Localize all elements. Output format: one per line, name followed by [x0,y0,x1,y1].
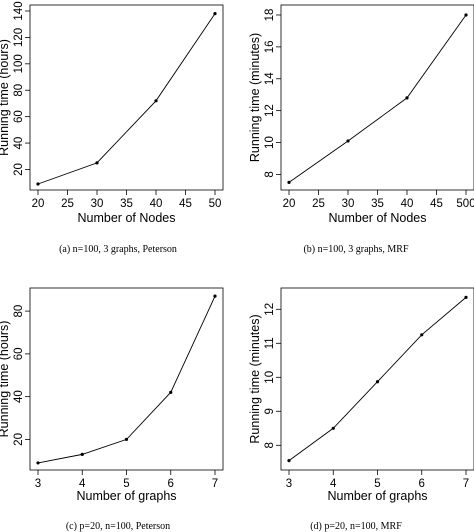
data-point [405,96,409,100]
x-tick-label: 35 [120,198,133,210]
x-tick-label: 35 [371,198,384,210]
x-tick-label: 3 [286,478,292,490]
data-point [346,139,350,143]
data-point [80,452,84,456]
data-point [375,380,380,384]
x-tick-label: 5 [374,478,380,490]
x-tick-label: 20 [32,198,45,210]
series-line [288,14,467,183]
x-tick-label: 5 [123,478,129,490]
y-tick-label: 80 [13,84,25,97]
x-axis-label: Number of Nodes [78,211,176,225]
y-axis-label: Running time (hours) [0,321,11,438]
y-tick-label: 8 [264,171,276,177]
y-tick-label: 100 [13,54,25,73]
x-axis-label: Number of graphs [76,489,176,503]
x-tick-label: 25 [61,198,74,210]
x-tick-label: 6 [168,478,174,490]
y-axis-label: Running time (minutes) [248,33,262,162]
chart-panel-1: 20 25 30 35 40 45 500 8 10 12 14 16 18 Number of Node… [248,4,474,255]
y-tick-label: 140 [13,1,25,20]
chart-panel-0: 20 25 30 35 40 45 50 20 40 60 80 100 120 140 Number of… [0,1,224,255]
data-point [95,161,99,165]
chart-panel-3: 3 4 5 6 7 8 9 10 11 12 Number of graphs Running tim… [248,287,474,532]
y-tick-label: 14 [264,72,276,85]
x-tick-label: 4 [79,478,86,490]
x-tick-label: 30 [91,198,104,210]
x-tick-label: 6 [419,478,425,490]
data-point [124,437,129,442]
data-point [464,13,468,17]
x-tick-label: 7 [212,478,218,490]
y-tick-label: 10 [264,136,276,149]
data-point [154,99,158,103]
y-tick-label: 12 [264,104,276,117]
data-point [464,295,468,299]
y-tick-label: 20 [13,163,25,176]
chart-panel-2: 3 4 5 6 7 20 40 60 80 Number of graphs Running tim… [0,287,224,532]
y-tick-label: 20 [13,433,25,446]
y-axis-label: Running time (hours) [0,39,11,156]
y-axis-label: Running time (minutes) [248,314,262,443]
x-tick-label: 50 [209,198,222,210]
y-tick-label: 12 [264,303,276,316]
y-tick-label: 40 [13,137,25,150]
y-tick-label: 11 [264,337,276,349]
x-tick-label: 45 [430,198,443,210]
chart-caption: (c) p=20, n=100, Peterson [66,521,170,532]
y-tick-label: 60 [13,347,25,360]
x-tick-label: 40 [401,198,414,210]
y-tick-label: 80 [13,305,25,318]
series-line [37,13,216,185]
x-tick-label: 7 [463,478,469,490]
x-axis-label: Number of graphs [327,489,427,503]
data-point [287,180,291,185]
x-tick-label: 4 [330,478,337,490]
data-point [213,12,217,16]
y-tick-label: 40 [13,390,25,403]
y-tick-label: 9 [264,408,276,414]
data-point [331,426,335,430]
y-tick-label: 120 [13,28,25,47]
x-tick-label: 25 [312,198,325,210]
x-tick-label: 20 [283,198,296,210]
x-tick-label: 30 [342,198,355,210]
y-tick-label: 60 [13,110,25,123]
chart-caption: (a) n=100, 3 graphs, Peterson [59,244,177,255]
data-point [36,461,40,465]
y-tick-label: 8 [264,442,276,448]
x-tick-label: 500 [456,198,474,210]
x-axis-label: Number of Nodes [329,211,427,225]
y-tick-label: 18 [264,9,276,22]
plot-frame [29,4,224,191]
plot-frame [280,4,474,191]
chart-caption: (d) p=20, n=100, MRF [310,521,402,532]
chart-caption: (b) n=100, 3 graphs, MRF [303,244,409,255]
x-tick-label: 45 [179,198,192,210]
x-tick-label: 40 [150,198,163,210]
x-tick-label: 3 [35,478,41,490]
series-line [288,297,467,461]
data-point [169,390,173,394]
plot-frame [29,287,224,471]
data-point [287,459,291,463]
data-point [36,182,40,186]
y-tick-label: 10 [264,371,276,384]
data-point [213,294,217,298]
data-point [420,333,424,337]
y-tick-label: 16 [264,40,276,53]
